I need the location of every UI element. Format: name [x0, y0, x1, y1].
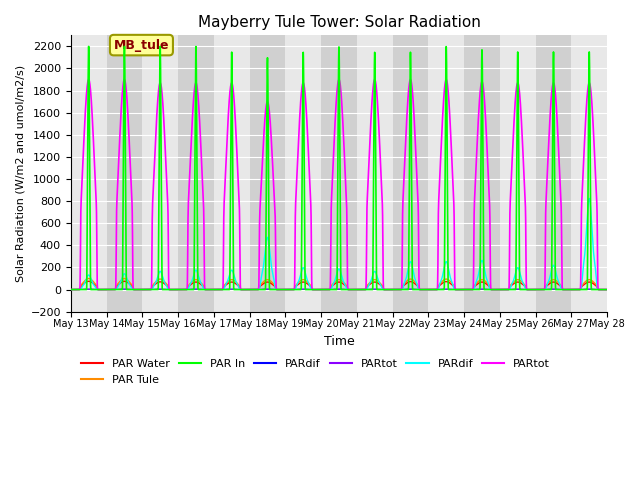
Legend: PAR Water, PAR Tule, PAR In, PARdif, PARtot, PARdif, PARtot: PAR Water, PAR Tule, PAR In, PARdif, PAR… [76, 355, 554, 389]
Bar [572, 36, 607, 312]
X-axis label: Time: Time [324, 335, 355, 348]
Title: Mayberry Tule Tower: Solar Radiation: Mayberry Tule Tower: Solar Radiation [198, 15, 481, 30]
Bar [428, 36, 464, 312]
Bar [142, 36, 178, 312]
Bar [536, 36, 572, 312]
Bar [500, 36, 536, 312]
Text: MB_tule: MB_tule [114, 38, 169, 51]
Bar [321, 36, 357, 312]
Y-axis label: Solar Radiation (W/m2 and umol/m2/s): Solar Radiation (W/m2 and umol/m2/s) [15, 65, 25, 282]
Bar [357, 36, 392, 312]
Bar [178, 36, 214, 312]
Bar [285, 36, 321, 312]
Bar [71, 36, 106, 312]
Bar [106, 36, 142, 312]
Bar [464, 36, 500, 312]
Bar [392, 36, 428, 312]
Bar [250, 36, 285, 312]
Bar [214, 36, 250, 312]
